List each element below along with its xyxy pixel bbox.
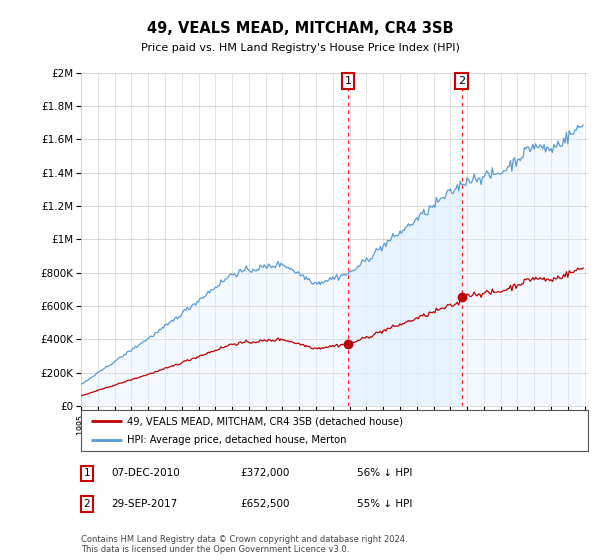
Text: 29-SEP-2017: 29-SEP-2017	[111, 499, 177, 509]
Text: £652,500: £652,500	[240, 499, 290, 509]
Text: Price paid vs. HM Land Registry's House Price Index (HPI): Price paid vs. HM Land Registry's House …	[140, 43, 460, 53]
Text: 49, VEALS MEAD, MITCHAM, CR4 3SB (detached house): 49, VEALS MEAD, MITCHAM, CR4 3SB (detach…	[127, 417, 403, 426]
Text: 2: 2	[458, 76, 465, 86]
Text: 2: 2	[83, 499, 91, 509]
Text: 07-DEC-2010: 07-DEC-2010	[111, 468, 180, 478]
Text: 55% ↓ HPI: 55% ↓ HPI	[357, 499, 412, 509]
Text: £372,000: £372,000	[240, 468, 289, 478]
Text: 1: 1	[83, 468, 91, 478]
Text: HPI: Average price, detached house, Merton: HPI: Average price, detached house, Mert…	[127, 435, 346, 445]
Text: 56% ↓ HPI: 56% ↓ HPI	[357, 468, 412, 478]
Text: Contains HM Land Registry data © Crown copyright and database right 2024.
This d: Contains HM Land Registry data © Crown c…	[81, 535, 407, 554]
Text: 49, VEALS MEAD, MITCHAM, CR4 3SB: 49, VEALS MEAD, MITCHAM, CR4 3SB	[146, 21, 454, 36]
Text: 1: 1	[345, 76, 352, 86]
